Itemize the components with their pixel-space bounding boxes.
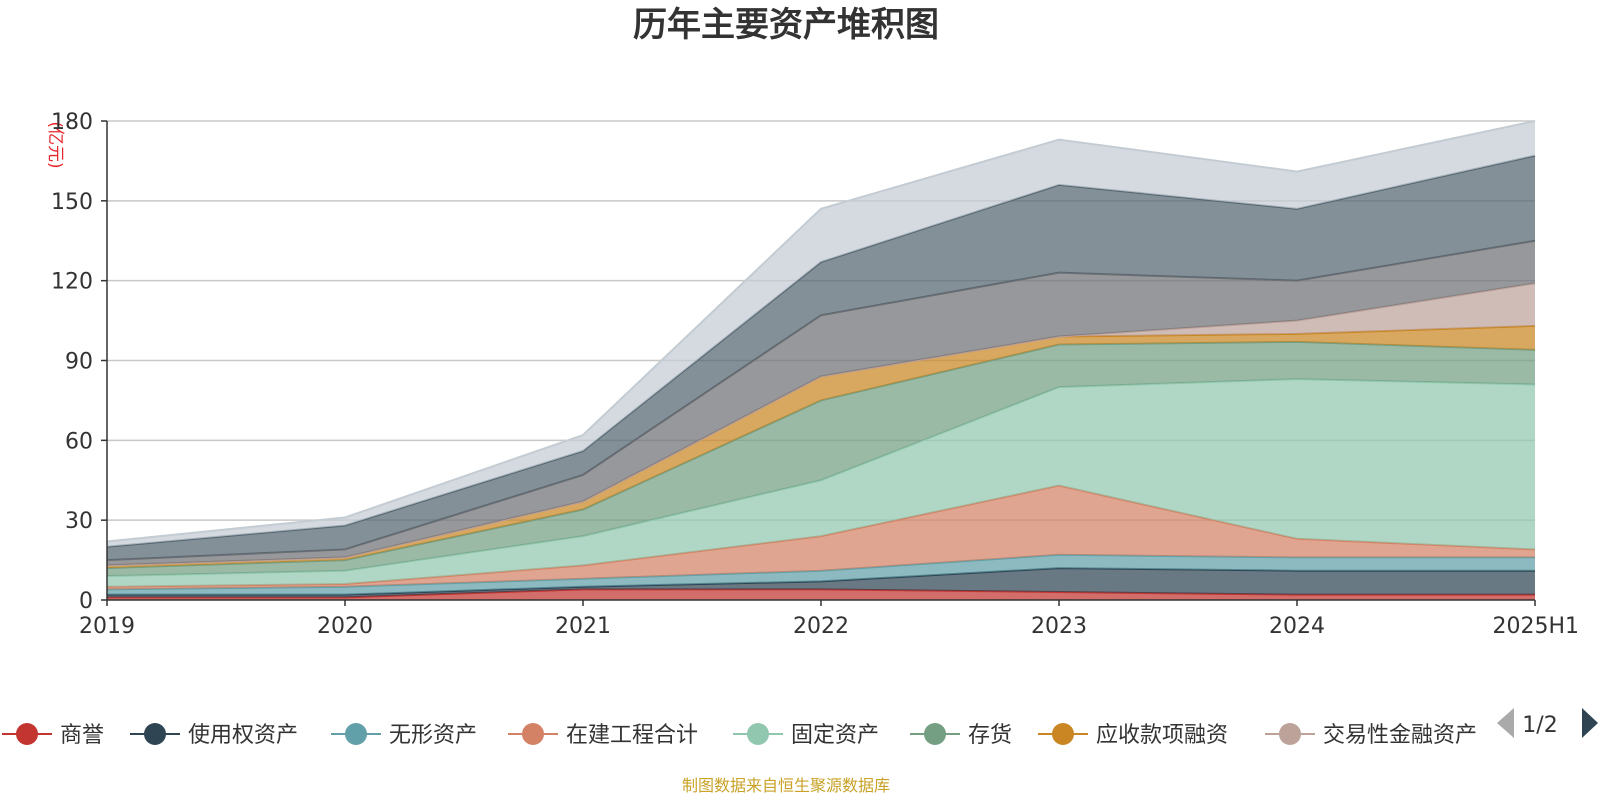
legend-marker-icon: [345, 723, 367, 745]
y-axis-unit-label: (亿元): [45, 121, 65, 168]
legend-label: 使用权资产: [188, 723, 298, 748]
area-line-series-10: [106, 120, 1536, 543]
area-line-series-9: [106, 154, 1536, 548]
legend-item[interactable]: 商誉: [2, 723, 104, 748]
legend-marker-icon: [522, 723, 544, 745]
legend-marker-icon: [924, 723, 946, 745]
legend-marker-icon: [1279, 723, 1301, 745]
y-tick-label: 150: [51, 190, 93, 215]
x-tick-label: 2024: [1269, 614, 1325, 639]
next-page-icon[interactable]: [1582, 708, 1598, 738]
legend[interactable]: 商誉 使用权资产 无形资产 在建工程合计 固定资产 存货 应收款项融资 交易性金融资产: [2, 723, 1477, 748]
x-tick-label: 2022: [793, 614, 849, 639]
y-tick-label: 30: [65, 509, 93, 534]
area-line-series-0: [107, 588, 1535, 599]
legend-item[interactable]: 使用权资产: [130, 723, 298, 748]
y-tick-label: 180: [51, 110, 93, 135]
legend-marker-icon: [144, 723, 166, 745]
x-tick-label: 2025H1: [1492, 614, 1579, 639]
legend-label: 存货: [968, 723, 1012, 748]
legend-label: 应收款项融资: [1096, 723, 1228, 748]
area-series-5: [107, 341, 1535, 577]
y-tick-label: 120: [51, 270, 93, 295]
legend-label: 商誉: [60, 723, 104, 748]
stacked-areas: [106, 120, 1536, 600]
legend-label: 固定资产: [791, 723, 879, 748]
area-series-7: [107, 283, 1535, 566]
y-tick-label: 90: [65, 350, 93, 375]
legend-label: 交易性金融资产: [1323, 723, 1477, 748]
area-series-10: [107, 121, 1535, 547]
area-series-1: [107, 568, 1535, 598]
legend-item[interactable]: 应收款项融资: [1038, 723, 1228, 748]
area-series-9: [107, 155, 1535, 561]
x-tick-label: 2019: [79, 614, 135, 639]
x-tick-label: 2020: [317, 614, 373, 639]
data-source-note: 制图数据来自恒生聚源数据库: [682, 776, 890, 795]
legend-label: 无形资产: [389, 723, 477, 748]
legend-marker-icon: [747, 723, 769, 745]
legend-marker-icon: [1052, 723, 1074, 745]
legend-pager[interactable]: 1/2: [1497, 708, 1598, 738]
y-tick-label: 60: [65, 429, 93, 454]
area-series-0: [107, 589, 1535, 600]
axes: 2019 2020 2021 2022 2023 2024 2025H1: [79, 120, 1579, 639]
area-series-8: [107, 240, 1535, 566]
legend-page-indicator: 1/2: [1522, 713, 1557, 738]
x-tick-label: 2021: [555, 614, 611, 639]
area-series-3: [107, 485, 1535, 590]
legend-item[interactable]: 交易性金融资产: [1265, 723, 1477, 748]
area-series-2: [107, 554, 1535, 595]
legend-item[interactable]: 固定资产: [733, 723, 879, 748]
legend-label: 在建工程合计: [566, 723, 698, 748]
y-tick-label: 0: [79, 589, 93, 614]
legend-item[interactable]: 存货: [910, 723, 1012, 748]
x-tick-label: 2023: [1031, 614, 1087, 639]
chart-title: 历年主要资产堆积图: [633, 5, 939, 45]
area-series-4: [107, 379, 1535, 587]
legend-marker-icon: [16, 723, 38, 745]
legend-item[interactable]: 在建工程合计: [508, 723, 698, 748]
prev-page-icon[interactable]: [1497, 708, 1514, 738]
legend-item[interactable]: 无形资产: [331, 723, 477, 748]
